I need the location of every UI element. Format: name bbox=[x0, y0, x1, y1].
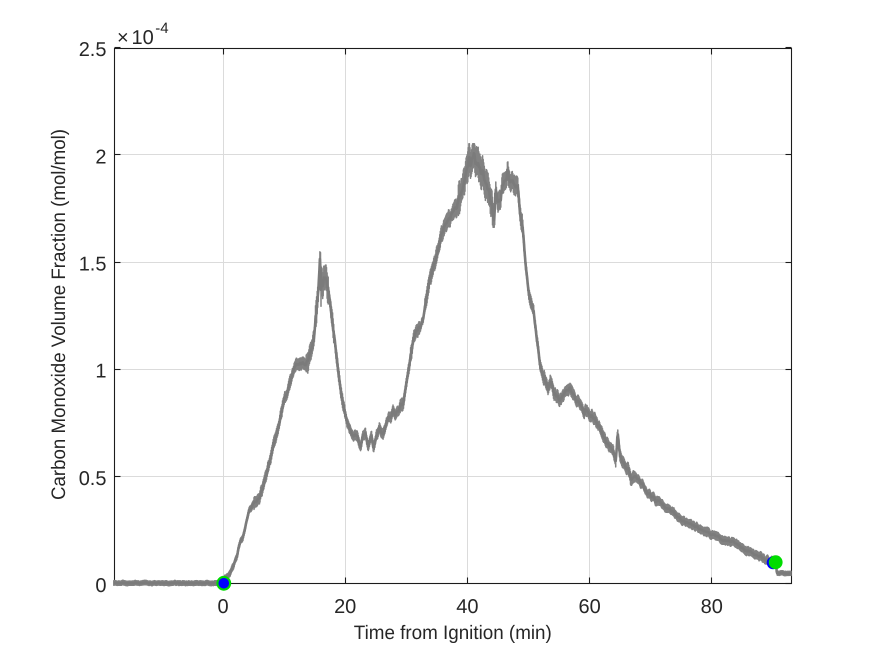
svg-text:1.5: 1.5 bbox=[79, 253, 107, 275]
svg-text:1: 1 bbox=[95, 361, 106, 383]
svg-text:0.5: 0.5 bbox=[79, 468, 107, 490]
svg-text:80: 80 bbox=[701, 596, 723, 618]
svg-text:0: 0 bbox=[95, 575, 106, 597]
svg-text:2.5: 2.5 bbox=[79, 39, 107, 61]
svg-text:60: 60 bbox=[578, 596, 600, 618]
svg-text:40: 40 bbox=[456, 596, 478, 618]
svg-text:20: 20 bbox=[334, 596, 356, 618]
svg-text:Carbon Monoxide Volume Fractio: Carbon Monoxide Volume Fraction (mol/mol… bbox=[48, 129, 70, 500]
svg-text:Time from Ignition (min): Time from Ignition (min) bbox=[354, 622, 552, 644]
svg-text:0: 0 bbox=[217, 596, 228, 618]
svg-text:2: 2 bbox=[95, 146, 106, 168]
